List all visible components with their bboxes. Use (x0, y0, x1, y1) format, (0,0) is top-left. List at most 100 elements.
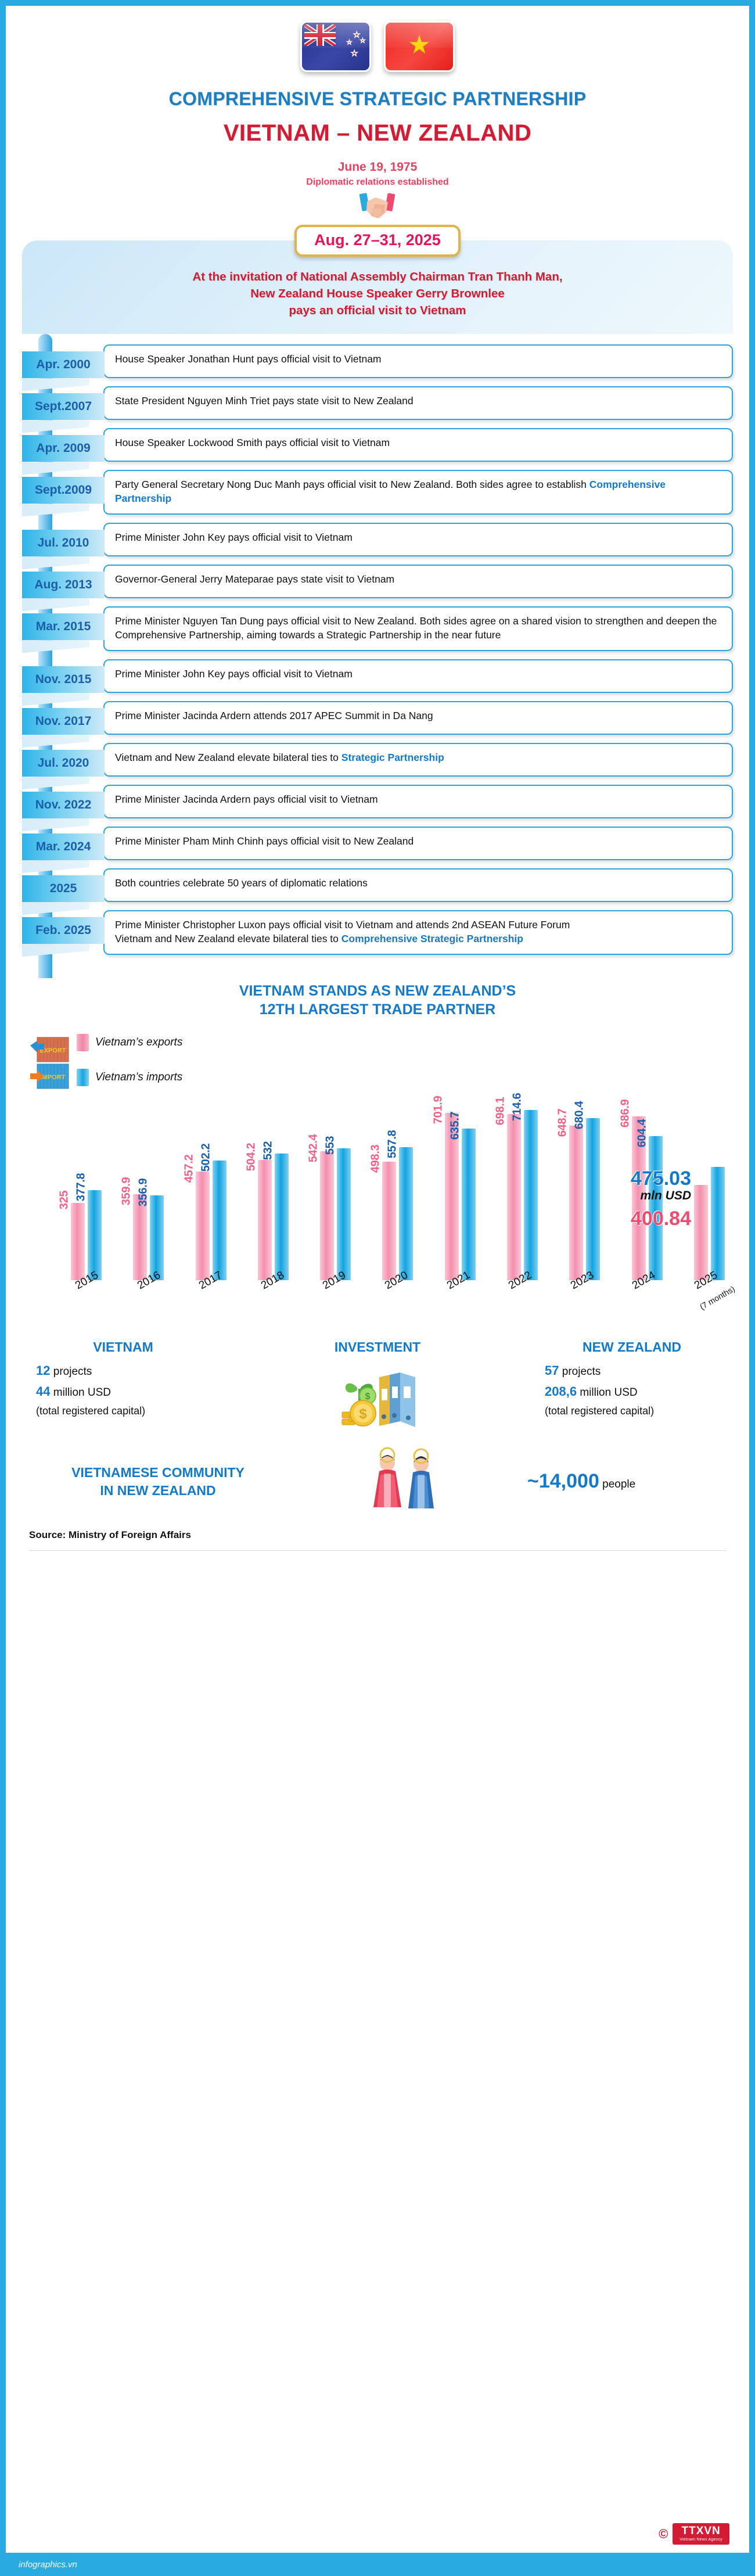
timeline-date-tag: Jul. 2010 (22, 530, 105, 570)
timeline-date-tag-body: Feb. 2025 (22, 917, 105, 944)
timeline-date-tag: Mar. 2015 (22, 613, 105, 653)
timeline-date-tag-body: Aug. 2013 (22, 572, 105, 599)
legend-label-exports: Vietnam’s exports (95, 1036, 183, 1048)
timeline-date-tag-tail (22, 944, 89, 957)
bar-exports: 457.2 (182, 1154, 210, 1280)
bar-value-label: 604.4 (635, 1119, 649, 1148)
timeline-date-label: Jul. 2020 (37, 756, 89, 770)
timeline-row: Mar. 2024 Prime Minister Pham Minh Chinh … (22, 827, 733, 874)
timeline-row: Nov. 2022 Prime Minister Jacinda Ardern p… (22, 785, 733, 832)
timeline-card: Both countries celebrate 50 years of dip… (103, 868, 733, 903)
bar-group: 698.1 714.6 (494, 1090, 538, 1280)
investment-newzealand-projects: 57 projects (545, 1363, 719, 1378)
chart-callout: 475.03 mln USD 400.84 (631, 1167, 691, 1230)
x-axis-tick: 2023 (566, 1269, 601, 1317)
timeline-date-label: Mar. 2024 (35, 840, 91, 854)
timeline-date-label: Apr. 2009 (36, 441, 91, 455)
bar-group: 542.4 553 (307, 1090, 351, 1280)
investment-newzealand-amount-label: million USD (580, 1386, 638, 1399)
x-axis-tick: 2024 (628, 1269, 663, 1317)
investment-money-folders-icon: $ $ (334, 1363, 421, 1432)
timeline-date-tag-body: Sept.2009 (22, 477, 105, 504)
timeline-card-text: Prime Minister John Key pays official vi… (115, 531, 353, 544)
legend-item-imports: Vietnam’s imports (77, 1068, 182, 1086)
source-line: Source: Ministry of Foreign Affairs (29, 1529, 191, 1540)
chart-x-axis: 2015 2016 2017 2018 2019 2020 2021 2022 2023 2024… (71, 1269, 736, 1317)
x-axis-tick: 2016 (133, 1269, 168, 1317)
timeline-card-text: Party General Secretary Nong Duc Manh pa… (115, 479, 666, 504)
timeline-date-tag-tail (22, 640, 89, 653)
timeline-date-tag-body: Nov. 2022 (22, 792, 105, 819)
community-heading: VIETNAMESE COMMUNITY IN NEW ZEALAND (36, 1464, 280, 1500)
bar-value-label: 377.8 (74, 1173, 88, 1202)
timeline-row: Nov. 2017 Prime Minister Jacinda Ardern a… (22, 701, 733, 748)
investment-newzealand: NEW ZEALAND 57 projects 208,6 million US… (545, 1339, 719, 1417)
timeline-date-label: Mar. 2015 (35, 620, 91, 634)
svg-text:$: $ (359, 1406, 367, 1422)
bar-exports: 698.1 (494, 1097, 522, 1280)
investment-center: INVESTMENT $ (305, 1339, 450, 1432)
timeline-date-tag: Sept.2007 (22, 393, 105, 433)
chart-plot-area: 325 377.8 359.9 356.9 457.2 502.2 504.2 532 542.… (58, 1090, 725, 1280)
timeline-row: Nov. 2015 Prime Minister John Key pays of… (22, 659, 733, 706)
vietnam-flag: ★ (384, 21, 455, 72)
x-axis-tick: 2017 (195, 1269, 229, 1317)
chart-title-line2: 12TH LARGEST TRADE PARTNER (259, 1001, 496, 1018)
timeline-date-tag-body: 2025 (22, 875, 105, 903)
investment-heading: INVESTMENT (334, 1339, 421, 1355)
bar-imports: 502.2 (199, 1144, 227, 1280)
yellow-star-icon: ★ (408, 33, 430, 58)
bar-value-label: 557.8 (386, 1130, 399, 1159)
chart-legend: Vietnam’s exports Vietnam’s imports (77, 1033, 183, 1104)
bar-group: 648.7 680.4 (556, 1090, 601, 1280)
timeline-date-tag-tail (22, 504, 89, 517)
timeline-row: Apr. 2000 House Speaker Jonathan Hunt pay… (22, 344, 733, 391)
bar-value-label: 680.4 (573, 1101, 586, 1130)
agency-logo: © TTXVN Vietnam News Agency (659, 2523, 729, 2545)
timeline-date-tag: Apr. 2009 (22, 435, 105, 475)
timeline-date-tag-body: Nov. 2015 (22, 666, 105, 694)
bar-group: 325 377.8 (58, 1090, 102, 1280)
timeline-card: Prime Minister John Key pays official vi… (103, 659, 733, 694)
timeline-date-tag: Nov. 2015 (22, 666, 105, 706)
timeline-date-tag-body: Sept.2007 (22, 393, 105, 421)
established-date: June 19, 1975 (337, 160, 418, 174)
x-axis-tick: 2018 (257, 1269, 292, 1317)
trade-bar-chart: EXPORT IMPORT Vietnam’s exports (21, 1027, 736, 1329)
investment-newzealand-amount: 208,6 million USD (545, 1384, 719, 1399)
ttxvn-logo-sub: Vietnam News Agency (680, 2538, 722, 2542)
timeline-row: Feb. 2025 Prime Minister Christopher Luxo… (22, 910, 733, 957)
new-zealand-flag: ★ ★ ★ ★ (300, 21, 371, 72)
timeline-date-tag: Mar. 2024 (22, 833, 105, 874)
bar-imports (710, 1167, 725, 1280)
timeline-date-label: Nov. 2022 (35, 798, 92, 812)
bar-value-label: 532 (261, 1141, 275, 1161)
community-count: ~14,000 people (527, 1470, 719, 1493)
chart-title-line1: VIETNAM STANDS AS NEW ZEALAND’S (239, 982, 516, 999)
timeline-date-label: Apr. 2000 (36, 358, 91, 372)
bar-value-label: 502.2 (199, 1143, 213, 1172)
timeline-row: Aug. 2013 Governor-General Jerry Matepara… (22, 565, 733, 612)
investment-vietnam: VIETNAM 12 projects 44 million USD (tota… (36, 1339, 210, 1417)
timeline-date-tag-body: Mar. 2024 (22, 833, 105, 861)
investment-newzealand-projects-label: projects (562, 1365, 601, 1378)
copyright-symbol: © (659, 2526, 668, 2541)
timeline-card: Governor-General Jerry Mateparae pays st… (103, 565, 733, 599)
announcement-line-2: New Zealand House Speaker Gerry Brownlee (250, 287, 505, 301)
timeline-card-text: Both countries celebrate 50 years of dip… (115, 877, 368, 889)
community-heading-line2: IN NEW ZEALAND (100, 1482, 216, 1498)
x-axis-tick: 2019 (318, 1269, 353, 1317)
timeline-card-text: Prime Minister Nguyen Tan Dung pays offi… (115, 615, 717, 641)
timeline-date-tag-body: Apr. 2000 (22, 351, 105, 379)
timeline-card-text: Prime Minister Christopher Luxon pays of… (115, 919, 570, 944)
timeline-date-label: 2025 (49, 882, 77, 896)
timeline-card-text: Prime Minister Jacinda Ardern pays offic… (115, 793, 378, 806)
investment-vietnam-projects-value: 12 (36, 1363, 51, 1378)
x-axis-tick: 2015 (71, 1269, 106, 1317)
timeline-date-label: Sept.2009 (34, 483, 92, 497)
bar-imports: 553 (324, 1136, 351, 1280)
timeline-card-text: Governor-General Jerry Mateparae pays st… (115, 573, 395, 585)
timeline-card: Party General Secretary Nong Duc Manh pa… (103, 470, 733, 515)
community-heading-line1: VIETNAMESE COMMUNITY (71, 1464, 245, 1480)
